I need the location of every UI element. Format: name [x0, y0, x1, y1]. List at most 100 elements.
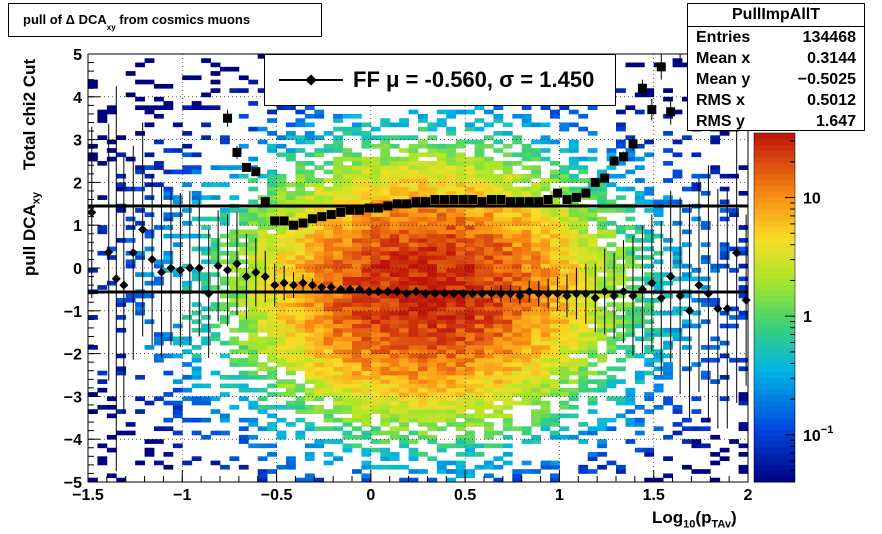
- heat-cell: [653, 220, 664, 226]
- heat-cell: [267, 332, 277, 337]
- heat-cell: [568, 250, 579, 256]
- heat-cell: [493, 477, 504, 483]
- heat-cell: [323, 246, 334, 252]
- heat-cell: [616, 336, 626, 342]
- heat-cell: [135, 169, 145, 175]
- heat-cell: [135, 255, 145, 260]
- sigma-point: [298, 218, 308, 228]
- heat-cell: [616, 293, 626, 299]
- heat-cell: [88, 83, 98, 89]
- heat-cell: [559, 345, 570, 350]
- heat-cell: [436, 148, 447, 153]
- heat-cell: [229, 336, 240, 342]
- heat-cell: [672, 422, 683, 427]
- heat-cell: [625, 216, 636, 222]
- heat-cell: [304, 477, 315, 483]
- heat-cell: [201, 276, 211, 282]
- heat-cell: [663, 199, 673, 205]
- heat-cell: [314, 362, 325, 367]
- heat-cell: [502, 383, 513, 389]
- heat-cell: [493, 302, 504, 307]
- heat-cell: [342, 126, 353, 132]
- heat-cell: [550, 306, 560, 312]
- heat-cell: [257, 375, 268, 380]
- heat-cell: [587, 148, 598, 153]
- heat-cell: [352, 199, 362, 205]
- mean-point: [515, 291, 525, 301]
- heat-cell: [380, 233, 391, 239]
- heat-cell: [625, 246, 636, 252]
- heat-cell: [248, 276, 259, 282]
- heat-cell: [361, 293, 372, 299]
- heat-cell: [436, 396, 447, 402]
- heat-cell: [342, 396, 353, 402]
- heat-cell: [540, 135, 551, 140]
- heat-cell: [502, 285, 513, 290]
- heat-cell: [154, 139, 164, 145]
- heat-cell: [323, 332, 334, 337]
- heat-cell: [559, 285, 570, 290]
- heat-cell: [446, 327, 457, 333]
- heat-cell: [484, 165, 494, 170]
- heat-cell: [88, 392, 98, 397]
- heat-cell: [521, 310, 532, 316]
- heat-cell: [248, 370, 259, 376]
- heat-cell: [144, 105, 155, 111]
- heat-cell: [521, 250, 532, 256]
- heat-cell: [267, 327, 277, 333]
- heat-cell: [474, 173, 485, 179]
- heat-cell: [295, 212, 306, 218]
- heat-cell: [389, 396, 400, 402]
- heat-cell: [210, 105, 221, 111]
- heat-cell: [644, 327, 655, 333]
- heat-cell: [568, 345, 579, 350]
- heat-cell: [663, 327, 673, 333]
- heat-cell: [248, 186, 259, 192]
- heat-cell: [380, 404, 391, 410]
- heat-cell: [248, 434, 259, 440]
- heat-cell: [370, 392, 381, 397]
- heat-cell: [578, 280, 589, 286]
- heat-cell: [408, 208, 419, 213]
- heat-cell: [597, 443, 607, 449]
- heat-cell: [210, 79, 221, 85]
- heat-cell: [436, 225, 447, 230]
- heat-cell: [97, 109, 108, 115]
- heat-cell: [502, 336, 513, 342]
- heat-cell: [257, 323, 268, 329]
- heat-cell: [389, 417, 400, 423]
- heat-cell: [286, 366, 296, 372]
- heat-cell: [446, 268, 457, 273]
- heat-cell: [257, 293, 268, 299]
- heat-cell: [352, 469, 362, 474]
- colorbar-step: [754, 167, 795, 175]
- heat-cell: [248, 319, 259, 325]
- heat-cell: [220, 340, 230, 346]
- heat-cell: [333, 255, 343, 260]
- heat-cell: [295, 434, 306, 440]
- heat-cell: [304, 135, 315, 140]
- heat-cell: [465, 319, 475, 325]
- y-tick-label: 4: [73, 90, 82, 107]
- heat-cell: [135, 165, 145, 170]
- heat-cell: [201, 434, 211, 440]
- heat-cell: [380, 306, 391, 312]
- heat-cell: [512, 370, 523, 376]
- heat-cell: [484, 272, 494, 277]
- heat-cell: [738, 422, 749, 427]
- heat-cell: [304, 169, 315, 175]
- heat-cell: [314, 426, 325, 432]
- heat-cell: [286, 246, 296, 252]
- heat-cell: [399, 477, 409, 483]
- heat-cell: [333, 161, 343, 166]
- heat-cell: [578, 178, 589, 183]
- heat-cell: [455, 242, 466, 247]
- heat-cell: [361, 178, 372, 183]
- heat-cell: [427, 242, 438, 247]
- heat-cell: [304, 357, 315, 363]
- heat-cell: [88, 156, 98, 162]
- heat-cell: [408, 178, 419, 183]
- heat-cell: [286, 280, 296, 286]
- heat-cell: [248, 255, 259, 260]
